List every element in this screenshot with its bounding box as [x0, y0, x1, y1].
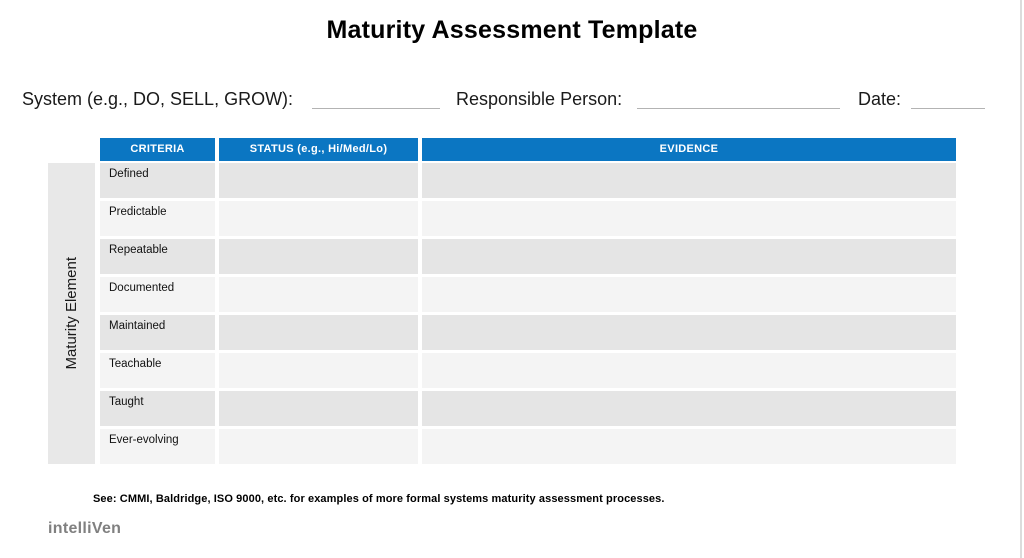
table-row: Documented	[100, 277, 956, 312]
status-cell[interactable]	[219, 239, 418, 274]
status-cell[interactable]	[219, 429, 418, 464]
evidence-cell[interactable]	[422, 277, 956, 312]
status-cell[interactable]	[219, 391, 418, 426]
row-group-header-maturity-element: Maturity Element	[48, 163, 95, 464]
date-field-label: Date:	[858, 89, 902, 109]
criteria-cell: Maintained	[100, 315, 215, 350]
evidence-cell[interactable]	[422, 429, 956, 464]
criteria-cell: Defined	[100, 163, 215, 198]
criteria-cell: Predictable	[100, 201, 215, 236]
criteria-cell: Taught	[100, 391, 215, 426]
evidence-cell[interactable]	[422, 201, 956, 236]
evidence-cell[interactable]	[422, 315, 956, 350]
criteria-cell: Teachable	[100, 353, 215, 388]
evidence-cell[interactable]	[422, 353, 956, 388]
system-field-blank[interactable]	[312, 90, 440, 109]
evidence-cell[interactable]	[422, 391, 956, 426]
responsible-person-field-label: Responsible Person:	[456, 89, 623, 109]
status-cell[interactable]	[219, 201, 418, 236]
intelliven-logo: intelliVen	[48, 520, 122, 537]
table-row: Predictable	[100, 201, 956, 236]
status-cell[interactable]	[219, 277, 418, 312]
table-row: Maintained	[100, 315, 956, 350]
status-cell[interactable]	[219, 315, 418, 350]
table-row: Taught	[100, 391, 956, 426]
column-header-evidence: EVIDENCE	[422, 138, 956, 161]
footnote: See: CMMI, Baldridge, ISO 9000, etc. for…	[93, 493, 665, 505]
table-row: Repeatable	[100, 239, 956, 274]
table-row: Ever-evolving	[100, 429, 956, 464]
criteria-cell: Ever-evolving	[100, 429, 215, 464]
table-row: Teachable	[100, 353, 956, 388]
evidence-cell[interactable]	[422, 163, 956, 198]
window-right-edge	[1020, 0, 1022, 558]
column-header-criteria: CRITERIA	[100, 138, 215, 161]
table-row: Defined	[100, 163, 956, 198]
status-cell[interactable]	[219, 163, 418, 198]
status-cell[interactable]	[219, 353, 418, 388]
responsible-person-field-blank[interactable]	[637, 90, 840, 109]
criteria-cell: Documented	[100, 277, 215, 312]
system-field-label: System (e.g., DO, SELL, GROW):	[22, 89, 294, 109]
evidence-cell[interactable]	[422, 239, 956, 274]
criteria-cell: Repeatable	[100, 239, 215, 274]
page-title: Maturity Assessment Template	[326, 16, 698, 44]
maturity-element-label: Maturity Element	[63, 257, 80, 370]
column-header-status: STATUS (e.g., Hi/Med/Lo)	[219, 138, 418, 161]
date-field-blank[interactable]	[911, 90, 985, 109]
